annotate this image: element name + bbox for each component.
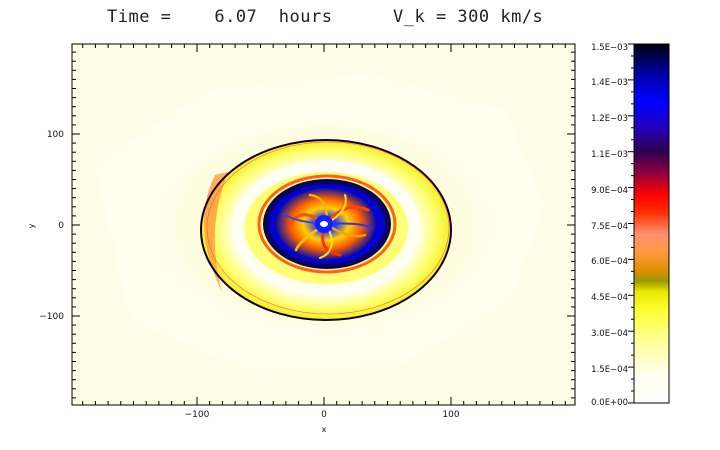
colorbar-label: 1.1E−03 (591, 150, 628, 160)
colorbar-label: 4.5E−04 (591, 293, 628, 303)
colorbar-label: 1.5E−04 (591, 365, 628, 375)
colorbar-label: 0.0E+00 (591, 398, 628, 408)
time-label: Time = 6.07 hours (107, 7, 333, 27)
inner-ring-outer (257, 174, 397, 274)
x-axis-label: x (322, 425, 327, 434)
y-tick-label: −100 (39, 312, 64, 322)
x-tick-label: 0 (321, 410, 327, 420)
y-tick-label: 0 (58, 221, 64, 231)
colorbar-label: 1.5E−03 (591, 43, 628, 53)
colorbar (634, 44, 669, 403)
velocity-label: V_k = 300 km/s (393, 7, 544, 27)
disc-rim (200, 139, 452, 321)
x-tick-label: −100 (185, 410, 210, 420)
colorbar-label: 6.0E−04 (591, 257, 628, 267)
colorbar-label: 3.0E−04 (591, 329, 628, 339)
y-axis-label: y (27, 223, 36, 228)
colorbar-label: 1.2E−03 (591, 114, 628, 124)
colorbar-label: 9.0E−04 (591, 186, 628, 196)
central-source (320, 221, 328, 227)
axis-ticks (72, 44, 575, 405)
colorbar-label: 7.5E−04 (591, 222, 628, 232)
y-tick-label: 100 (47, 130, 64, 140)
density-field (95, 75, 545, 370)
colorbar-label: 1.4E−03 (591, 78, 628, 88)
colorbar-labels: 1.5E−03 1.4E−03 1.2E−03 1.1E−03 9.0E−04 … (591, 43, 628, 408)
colorbar-ticks (628, 43, 634, 404)
x-tick-label: 100 (442, 410, 459, 420)
